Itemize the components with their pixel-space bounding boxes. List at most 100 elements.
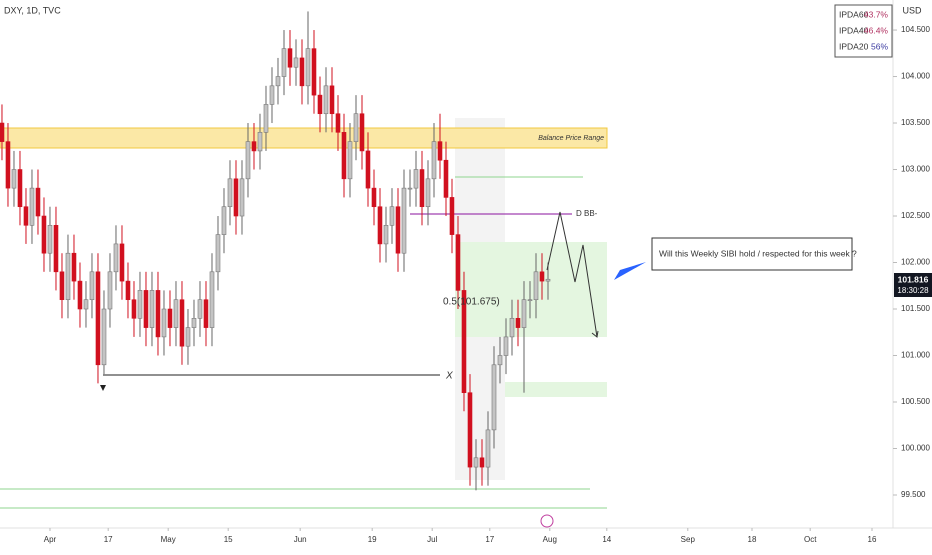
candle-body bbox=[245, 141, 251, 180]
y-tick-label: 101.500 bbox=[901, 304, 930, 313]
gap-zone bbox=[505, 382, 607, 397]
candle-body bbox=[53, 225, 59, 273]
candle-body bbox=[377, 206, 383, 245]
candle-body bbox=[71, 252, 77, 282]
candle-body bbox=[47, 225, 53, 254]
candle-body bbox=[521, 299, 527, 328]
annotation: D BB- bbox=[576, 209, 598, 218]
candle-body bbox=[335, 113, 341, 133]
y-tick-label: 100.500 bbox=[901, 397, 930, 406]
candle-body bbox=[365, 150, 371, 189]
event-icon[interactable] bbox=[540, 514, 554, 528]
candle-body bbox=[491, 364, 497, 431]
candle-body bbox=[419, 169, 425, 208]
candle-body bbox=[263, 104, 269, 133]
y-tick-label: 104.000 bbox=[901, 72, 930, 81]
arrow-head bbox=[591, 330, 599, 338]
x-tick-label: Apr bbox=[44, 535, 57, 544]
candle-body bbox=[179, 299, 185, 347]
candle-body bbox=[479, 457, 485, 468]
x-tick-label: Aug bbox=[543, 535, 557, 544]
candle-body bbox=[23, 206, 29, 226]
candle-body bbox=[215, 234, 221, 273]
candle-body bbox=[383, 225, 389, 245]
x-tick-label: 19 bbox=[368, 535, 377, 544]
candle-body bbox=[83, 299, 89, 310]
projection bbox=[546, 211, 598, 338]
low-marker bbox=[100, 385, 106, 391]
candle-body bbox=[233, 178, 239, 217]
x-tick-label: 16 bbox=[868, 535, 877, 544]
currency: USD bbox=[902, 5, 922, 15]
x-tick-label: Jul bbox=[427, 535, 437, 544]
candle-body bbox=[107, 271, 113, 310]
candle-body bbox=[461, 290, 467, 393]
candle-body bbox=[533, 271, 539, 301]
ipda-value: 46.4% bbox=[864, 25, 889, 35]
candle-body bbox=[413, 169, 419, 189]
candle-body bbox=[515, 318, 521, 328]
callout-box bbox=[651, 237, 853, 271]
price-tag bbox=[894, 273, 932, 297]
candle-body bbox=[17, 169, 23, 208]
candle-body bbox=[347, 141, 353, 180]
candle-body bbox=[29, 187, 35, 226]
candle-body bbox=[323, 85, 329, 115]
candle-body bbox=[149, 290, 155, 328]
candle-body bbox=[167, 308, 173, 328]
candle-body bbox=[221, 206, 227, 235]
candle-body bbox=[353, 113, 359, 142]
candle-body bbox=[425, 178, 431, 208]
y-tick-label: 103.500 bbox=[901, 118, 930, 127]
candle-body bbox=[113, 243, 119, 273]
ipda-name: IPDA40 bbox=[839, 25, 869, 35]
annotation: 0.5(101.675) bbox=[443, 297, 500, 308]
candle-body bbox=[467, 392, 473, 468]
candle-body bbox=[209, 271, 215, 328]
ipda-name: IPDA60 bbox=[839, 9, 869, 19]
y-tick-label: 104.500 bbox=[901, 25, 930, 34]
x-tick-label: Sep bbox=[681, 535, 696, 544]
candle-body bbox=[65, 252, 71, 301]
sibi-zone bbox=[455, 242, 607, 337]
candle-body bbox=[137, 290, 143, 319]
x-tick-label: 14 bbox=[602, 535, 611, 544]
candle-body bbox=[437, 141, 443, 161]
candle-body bbox=[35, 187, 41, 217]
x-tick-label: 17 bbox=[485, 535, 494, 544]
candle-body bbox=[203, 299, 209, 328]
chart-title: DXY, 1D, TVC bbox=[4, 5, 61, 15]
candle-body bbox=[119, 243, 125, 282]
candle-body bbox=[497, 355, 503, 366]
candle-body bbox=[41, 215, 47, 254]
candle-body bbox=[287, 48, 293, 68]
candle-body bbox=[527, 299, 533, 302]
candle-body bbox=[281, 48, 287, 77]
candle-body bbox=[59, 271, 65, 301]
x-tick-label: May bbox=[161, 535, 176, 544]
candle-body bbox=[359, 113, 365, 152]
ipda-value: 43.7% bbox=[864, 9, 889, 19]
annotation: Balance Price Range bbox=[538, 135, 604, 142]
y-tick-label: 102.500 bbox=[901, 211, 930, 220]
y-tick-label: 99.500 bbox=[901, 490, 926, 499]
candle-body bbox=[509, 318, 515, 338]
last-price: 101.816 bbox=[898, 274, 929, 284]
y-tick-label: 100.000 bbox=[901, 444, 930, 453]
candle-body bbox=[299, 57, 305, 87]
countdown: 18:30:28 bbox=[897, 286, 929, 295]
candle-body bbox=[305, 48, 311, 87]
candle-body bbox=[275, 76, 281, 87]
candle-body bbox=[191, 318, 197, 328]
candle-body bbox=[473, 457, 479, 468]
x-tick-label: Oct bbox=[804, 535, 817, 544]
candle-body bbox=[329, 85, 335, 115]
y-tick-label: 101.000 bbox=[901, 351, 930, 360]
candle-body bbox=[185, 327, 191, 347]
candle-body bbox=[239, 178, 245, 217]
candle-body bbox=[407, 187, 413, 190]
ipda-box bbox=[834, 4, 893, 58]
candles bbox=[0, 11, 551, 491]
x-tick-label: Jun bbox=[294, 535, 307, 544]
